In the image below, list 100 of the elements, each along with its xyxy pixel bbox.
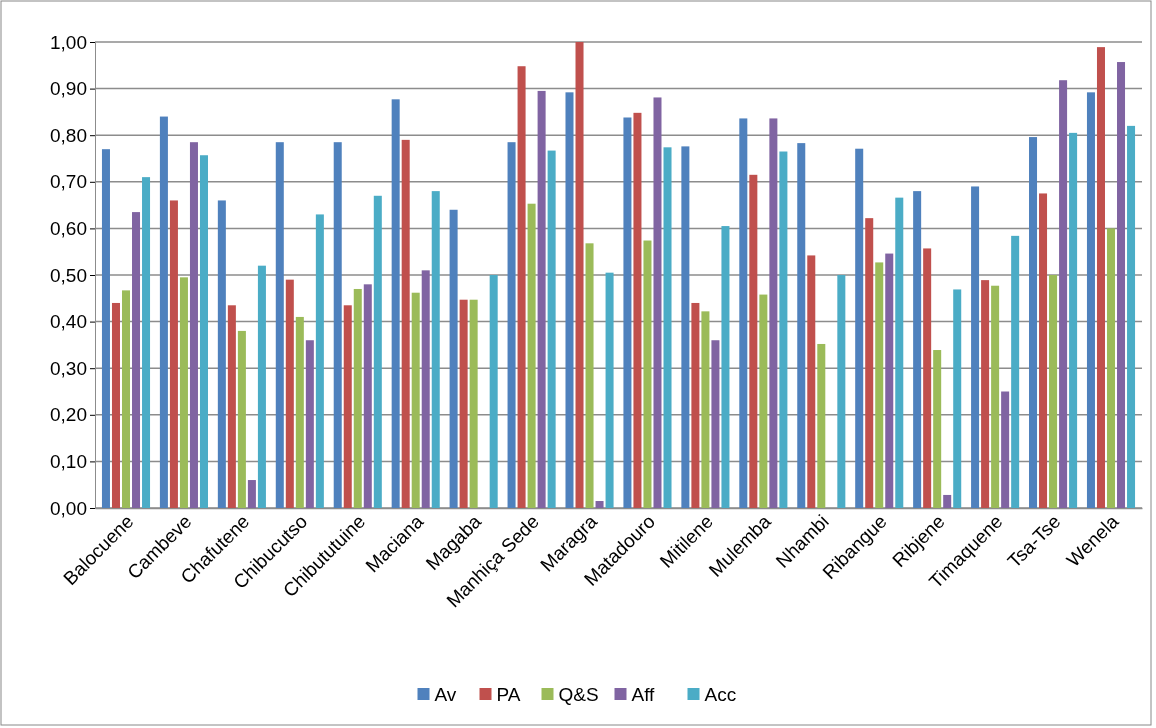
bar [1096, 47, 1105, 508]
bar [159, 116, 168, 508]
bar [247, 480, 256, 508]
y-tick-label: 0,80 [50, 124, 87, 146]
bar [459, 299, 468, 508]
bar [971, 186, 980, 508]
bar [315, 214, 324, 508]
y-tick-label: 0,60 [50, 217, 87, 239]
bar [1117, 62, 1126, 508]
y-tick-label: 0,30 [50, 357, 87, 379]
bar [913, 191, 922, 508]
y-tick-label: 0,00 [50, 497, 87, 519]
bar [779, 151, 788, 508]
bar [933, 350, 942, 508]
legend-label: Acc [704, 683, 737, 705]
bar [537, 90, 546, 508]
bar [333, 142, 342, 508]
bar [797, 143, 806, 508]
bar [363, 284, 372, 508]
bar [547, 150, 556, 508]
bar [643, 240, 652, 508]
bar [1011, 235, 1020, 508]
bar [189, 142, 198, 508]
bar [179, 277, 188, 508]
bar [469, 299, 478, 508]
bar [237, 330, 246, 508]
y-tick-label: 0,50 [50, 264, 87, 286]
bar [865, 218, 874, 508]
bar [169, 200, 178, 508]
bar [623, 117, 632, 508]
legend-label: PA [496, 683, 521, 705]
bar [275, 142, 284, 508]
bar [391, 99, 400, 508]
bar [875, 262, 884, 508]
bar [739, 118, 748, 508]
bar [1039, 193, 1048, 508]
bar [227, 305, 236, 508]
bar [691, 302, 700, 508]
bar [769, 118, 778, 508]
y-tick-label: 0,90 [50, 78, 87, 100]
legend-label: Aff [631, 683, 656, 705]
bar [749, 174, 758, 508]
bar [142, 177, 151, 508]
bar [701, 311, 710, 508]
bar [885, 253, 894, 508]
bar [353, 288, 362, 508]
bar [1059, 80, 1068, 508]
bar [711, 340, 720, 508]
bar [373, 195, 382, 508]
bar [595, 501, 604, 508]
bar [981, 280, 990, 508]
bar [285, 279, 294, 508]
bar [199, 155, 208, 508]
bar [817, 343, 826, 508]
bar [421, 270, 430, 508]
bar [837, 275, 846, 508]
bar [721, 226, 730, 508]
bar [895, 197, 904, 508]
bar [527, 203, 536, 508]
bar [257, 265, 266, 508]
bar [565, 92, 574, 508]
bar [923, 248, 932, 508]
legend-label: Q&S [558, 683, 599, 705]
bar [575, 42, 584, 508]
bar [663, 147, 672, 508]
bar [633, 112, 642, 508]
bar [121, 290, 131, 508]
y-tick-label: 0,40 [50, 311, 87, 333]
legend-label: Av [434, 683, 457, 705]
bar [111, 302, 120, 508]
bar [217, 200, 226, 508]
bar [489, 275, 498, 508]
bar [855, 148, 864, 508]
bar [449, 209, 458, 508]
y-tick-label: 1,00 [50, 31, 87, 53]
bar [132, 212, 141, 508]
bar [101, 149, 110, 508]
bar [411, 292, 420, 508]
y-tick-label: 0,70 [50, 171, 87, 193]
bar [585, 243, 594, 508]
bar [1069, 132, 1078, 508]
bar [1001, 391, 1010, 508]
bar [605, 272, 614, 508]
bar [1086, 92, 1095, 508]
bar [653, 97, 662, 508]
bar [1127, 125, 1136, 508]
bar [1029, 137, 1038, 508]
y-tick-label: 0,10 [50, 450, 87, 472]
bar [1106, 228, 1116, 508]
bar [343, 305, 352, 508]
bar [681, 146, 690, 508]
bar [401, 139, 410, 508]
bar [431, 191, 440, 508]
bar [305, 340, 314, 508]
bar [295, 316, 304, 508]
bar [517, 66, 526, 508]
y-tick-label: 0,20 [50, 404, 87, 426]
bar [759, 294, 768, 508]
bar [1049, 275, 1058, 508]
bar [507, 142, 516, 508]
